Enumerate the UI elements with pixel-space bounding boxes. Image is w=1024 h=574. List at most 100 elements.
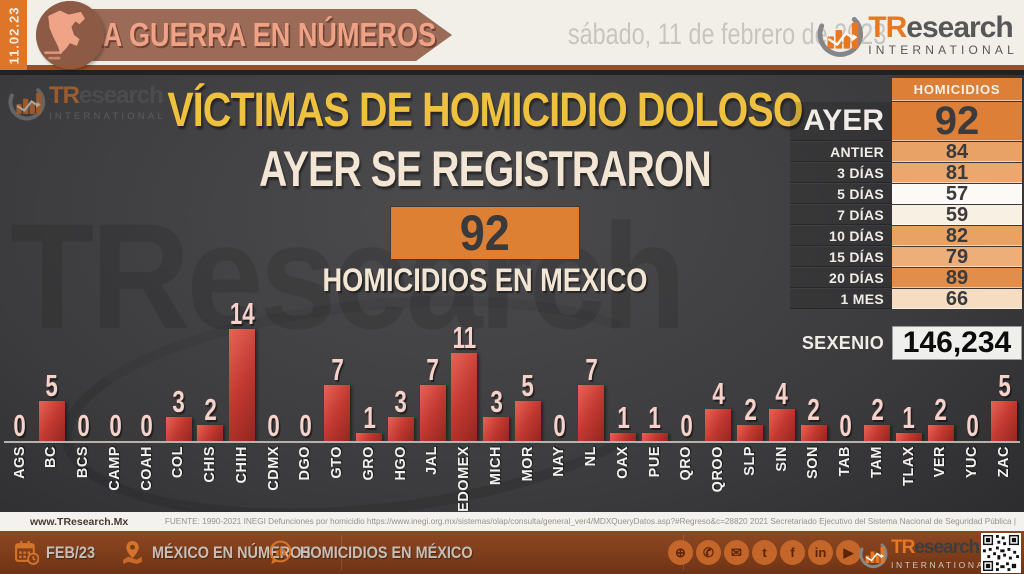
- x-axis-label: TLAX: [900, 446, 917, 486]
- bar: [768, 409, 795, 441]
- x-axis-label: BCS: [75, 446, 92, 479]
- footer-bar: FEB/23 MÉXICO EN NÚMEROS HOMICIDIOS EN M…: [0, 531, 1024, 574]
- chart-baseline: [4, 441, 1020, 443]
- bar-slot: 5: [36, 281, 68, 441]
- banner-title: LA GUERRA EN NÚMEROS: [86, 16, 436, 53]
- bar-slot: 0: [258, 281, 290, 441]
- bar: [483, 417, 510, 441]
- whatsapp-icon[interactable]: ✆: [696, 540, 721, 565]
- x-axis-label: SON: [805, 446, 822, 479]
- bar-value-label: 0: [140, 407, 154, 443]
- bar-slot: 0: [99, 281, 131, 441]
- bar-value-label: 0: [108, 407, 122, 443]
- bar-value-label: 4: [712, 375, 725, 411]
- website-url: www.TResearch.Mx: [30, 515, 129, 528]
- brand-name: TResearch: [49, 82, 164, 109]
- speech-bubble-chart-icon: [269, 540, 292, 564]
- x-axis-label: TAM: [868, 446, 885, 478]
- linkedin-icon[interactable]: in: [808, 540, 833, 565]
- bar-slot: 5: [512, 281, 544, 441]
- twitter-icon[interactable]: t: [752, 540, 777, 565]
- bar-value-label: 3: [172, 383, 185, 419]
- bar-slot: 2: [798, 281, 830, 441]
- state-axis-labels: AGS BC BCS CAMP COAH COL CHIS CHIH CDMX DGO GTO GRO…: [4, 446, 1020, 512]
- globe-icon[interactable]: ⊕: [668, 540, 693, 565]
- bar-value-label: 0: [77, 407, 90, 443]
- bar-value-label: 11: [452, 319, 477, 355]
- social-icons-row: ⊕ ✆ ✉ t f in ▶: [668, 540, 861, 565]
- bar: [38, 401, 65, 441]
- x-axis-label: DGO: [297, 446, 314, 481]
- x-axis-label: AGS: [11, 446, 28, 479]
- bar-slot: 7: [417, 281, 449, 441]
- x-axis-label: COAH: [138, 446, 155, 491]
- footer-period: FEB/23: [14, 531, 104, 574]
- summary-row-value: 92: [892, 101, 1022, 141]
- bar: [610, 433, 637, 441]
- bar: [514, 401, 541, 441]
- bar-slot: 0: [830, 281, 862, 441]
- x-axis-label: QRO: [678, 446, 695, 481]
- summary-row-label: ANTIER: [790, 142, 892, 162]
- bar: [705, 409, 732, 441]
- bar-value-label: 0: [553, 407, 566, 443]
- mexico-map-graphic: [36, 1, 104, 69]
- bar-value-label: 3: [489, 383, 503, 419]
- footer-link-homicidios-en-mexico[interactable]: HOMICIDIOS EN MÉXICO: [268, 531, 503, 574]
- map-pin-icon: [123, 541, 142, 564]
- summary-table-rows: AYER 92 ANTIER 84 3 DÍAS 81 5 DÍAS 57 7 DÍAS 59 10…: [790, 101, 1022, 309]
- summary-row-label: 1 MES: [790, 289, 892, 309]
- bar: [387, 417, 414, 441]
- summary-row-value: 82: [892, 226, 1022, 246]
- bar-slot: 0: [544, 281, 576, 441]
- youtube-icon[interactable]: ▶: [836, 540, 861, 565]
- bar-slot: 0: [4, 281, 36, 441]
- bar-slot: 2: [861, 281, 893, 441]
- summary-row-value: 84: [892, 142, 1022, 162]
- x-axis-label: GTO: [329, 446, 346, 479]
- facebook-icon[interactable]: f: [780, 540, 805, 565]
- bar-value-label: 14: [229, 295, 255, 331]
- x-axis-label: CAMP: [106, 446, 123, 491]
- source-strip: www.TResearch.Mx FUENTE: 1990-2021 INEGI…: [0, 512, 1024, 531]
- bar-slot: 0: [68, 281, 100, 441]
- x-axis-label: BC: [43, 446, 60, 468]
- bar: [641, 433, 668, 441]
- x-axis-label: CHIS: [202, 446, 219, 483]
- bar-slot: 4: [766, 281, 798, 441]
- bar-value-label: 3: [394, 383, 408, 419]
- bar: [927, 425, 954, 441]
- summary-row: 1 MES 66: [790, 289, 1022, 309]
- summary-row-value: 79: [892, 247, 1022, 267]
- bar-value-label: 2: [204, 391, 217, 427]
- x-axis-label: CHIH: [233, 446, 250, 484]
- bar-value-label: 7: [426, 351, 439, 387]
- summary-row-label: 5 DÍAS: [790, 184, 892, 204]
- big-number: 92: [459, 205, 511, 261]
- header-bar: 11.02.23 LA GUERRA EN NÚMEROS sábado, 11…: [0, 0, 1024, 70]
- mexico-map-icon: [36, 1, 104, 69]
- summary-table-header-row: HOMICIDIOS: [790, 78, 1022, 101]
- summary-row: AYER 92: [790, 101, 1022, 141]
- main-content: TResearch TResearch INTERNATIONAL VÍCTIM…: [0, 75, 1024, 512]
- bar-slot: 1: [893, 281, 925, 441]
- bar-slot: 0: [290, 281, 322, 441]
- bar-value-label: 1: [902, 399, 916, 435]
- bar-value-label: 1: [362, 399, 376, 435]
- sexenio-value: 146,234: [892, 326, 1022, 360]
- bar: [419, 385, 446, 441]
- x-axis-label: OAX: [614, 446, 631, 479]
- brand-subtitle: INTERNATIONAL: [868, 42, 1018, 57]
- email-icon[interactable]: ✉: [724, 540, 749, 565]
- vertical-date: 11.02.23: [6, 6, 22, 64]
- tresearch-logo-icon: [4, 81, 46, 123]
- bar-value-label: 0: [966, 407, 979, 443]
- x-axis-label: VER: [932, 446, 949, 478]
- brand-logo-header: TResearch INTERNATIONAL: [812, 8, 1018, 60]
- summary-row-value: 66: [892, 289, 1022, 309]
- bar: [895, 433, 922, 441]
- footer-link-label[interactable]: HOMICIDIOS EN MÉXICO: [300, 542, 473, 562]
- x-axis-label: GRO: [360, 446, 377, 481]
- brand-logo-footer: TResearch INTERNATIONAL: [856, 537, 992, 570]
- summary-row-label: 3 DÍAS: [790, 163, 892, 183]
